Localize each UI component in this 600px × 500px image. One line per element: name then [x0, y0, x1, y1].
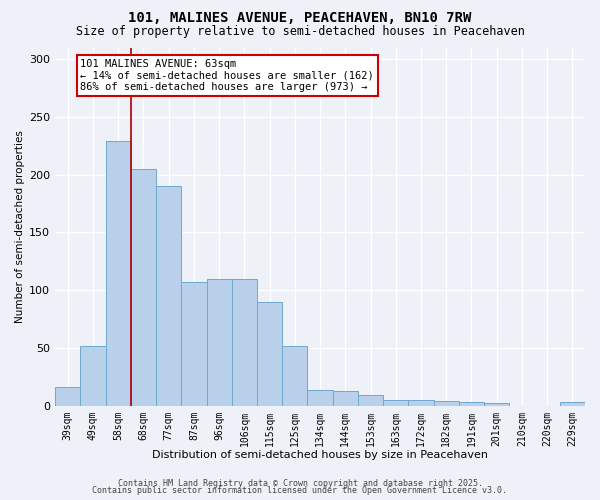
Bar [206, 278, 232, 406]
Bar [257, 302, 282, 406]
Text: 101 MALINES AVENUE: 63sqm
← 14% of semi-detached houses are smaller (162)
86% of: 101 MALINES AVENUE: 63sqm ← 14% of semi-… [80, 59, 374, 92]
Bar [282, 346, 307, 406]
Bar [156, 186, 181, 406]
Bar [484, 404, 509, 406]
X-axis label: Distribution of semi-detached houses by size in Peacehaven: Distribution of semi-detached houses by … [152, 450, 488, 460]
Text: Contains HM Land Registry data © Crown copyright and database right 2025.: Contains HM Land Registry data © Crown c… [118, 478, 482, 488]
Bar [80, 346, 106, 406]
Text: Contains public sector information licensed under the Open Government Licence v3: Contains public sector information licen… [92, 486, 508, 495]
Bar [181, 282, 206, 406]
Text: 101, MALINES AVENUE, PEACEHAVEN, BN10 7RW: 101, MALINES AVENUE, PEACEHAVEN, BN10 7R… [128, 11, 472, 25]
Bar [459, 402, 484, 406]
Bar [232, 278, 257, 406]
Bar [106, 141, 131, 406]
Y-axis label: Number of semi-detached properties: Number of semi-detached properties [15, 130, 25, 323]
Text: Size of property relative to semi-detached houses in Peacehaven: Size of property relative to semi-detach… [76, 25, 524, 38]
Bar [560, 402, 585, 406]
Bar [409, 400, 434, 406]
Bar [383, 400, 409, 406]
Bar [358, 396, 383, 406]
Bar [332, 390, 358, 406]
Bar [55, 387, 80, 406]
Bar [131, 169, 156, 406]
Bar [307, 390, 332, 406]
Bar [434, 401, 459, 406]
